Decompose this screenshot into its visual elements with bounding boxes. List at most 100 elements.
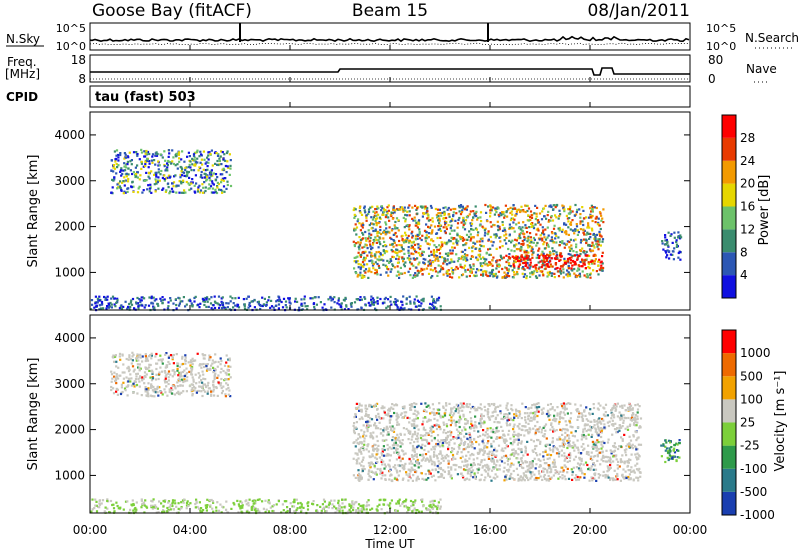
data-cell [138,381,140,383]
data-cell [497,221,499,223]
data-cell [396,249,398,251]
data-cell [452,215,454,217]
data-cell [426,217,428,219]
data-cell [547,214,549,216]
data-cell [157,188,159,190]
data-cell [531,272,533,274]
data-cell [137,359,139,361]
data-cell [552,448,554,450]
data-cell [330,299,332,301]
data-cell [161,360,163,362]
data-cell [408,252,410,254]
data-cell [99,304,101,306]
data-cell [527,255,529,257]
data-cell [487,442,489,444]
data-cell [111,378,113,380]
data-cell [512,208,514,210]
freq-right-label: Nave [746,62,777,76]
data-cell [483,459,485,461]
data-cell [451,237,453,239]
data-cell [141,305,143,307]
data-cell [177,168,179,170]
data-cell [159,173,161,175]
data-cell [582,232,584,234]
data-cell [358,263,360,265]
data-cell [357,406,359,408]
data-cell [574,403,576,405]
data-cell [413,257,415,259]
data-cell [555,206,557,208]
data-cell [409,296,411,298]
data-cell [130,377,132,379]
data-cell [360,268,362,270]
data-cell [379,217,381,219]
data-cell [213,304,215,306]
data-cell [204,354,206,356]
data-cell [159,298,161,300]
data-cell [141,163,143,165]
data-cell [376,258,378,260]
data-cell [396,227,398,229]
data-cell [585,234,587,236]
data-cell [357,457,359,459]
data-cell [570,259,572,261]
data-cell [211,169,213,171]
data-cell [415,306,417,308]
data-cell [465,242,467,244]
data-cell [362,226,364,228]
data-cell [379,229,381,231]
data-cell [469,270,471,272]
data-cell [585,242,587,244]
data-cell [577,234,579,236]
data-cell [369,207,371,209]
data-cell [518,266,520,268]
data-cell [492,275,494,277]
data-cell [403,217,405,219]
data-cell [137,305,139,307]
data-cell [455,212,457,214]
data-cell [579,273,581,275]
data-cell [596,420,598,422]
data-cell [490,443,492,445]
data-cell [493,241,495,243]
data-cell [415,225,417,227]
data-cell [464,469,466,471]
data-cell [664,236,666,238]
data-cell [214,296,216,298]
data-cell [585,216,587,218]
data-cell [295,298,297,300]
data-cell [429,243,431,245]
data-cell [398,274,400,276]
data-cell [234,297,236,299]
data-cell [579,213,581,215]
data-cell [215,179,217,181]
data-cell [182,180,184,182]
data-cell [668,257,670,259]
data-cell [488,230,490,232]
data-cell [555,263,557,265]
data-cell [420,434,422,436]
data-cell [120,393,122,395]
data-cell [132,365,134,367]
data-cell [592,220,594,222]
data-cell [552,208,554,210]
data-cell [433,461,435,463]
data-cell [229,168,231,170]
data-cell [179,303,181,305]
data-cell [414,272,416,274]
data-cell [222,151,224,153]
data-cell [192,393,194,395]
data-cell [201,395,203,397]
data-cell [543,476,545,478]
data-cell [469,213,471,215]
data-cell [202,386,204,388]
data-cell [390,296,392,298]
data-cell [384,449,386,451]
data-cell [178,161,180,163]
data-cell [440,305,442,307]
data-cell [497,406,499,408]
data-cell [365,435,367,437]
data-cell [217,374,219,376]
data-cell [585,406,587,408]
data-cell [564,404,566,406]
